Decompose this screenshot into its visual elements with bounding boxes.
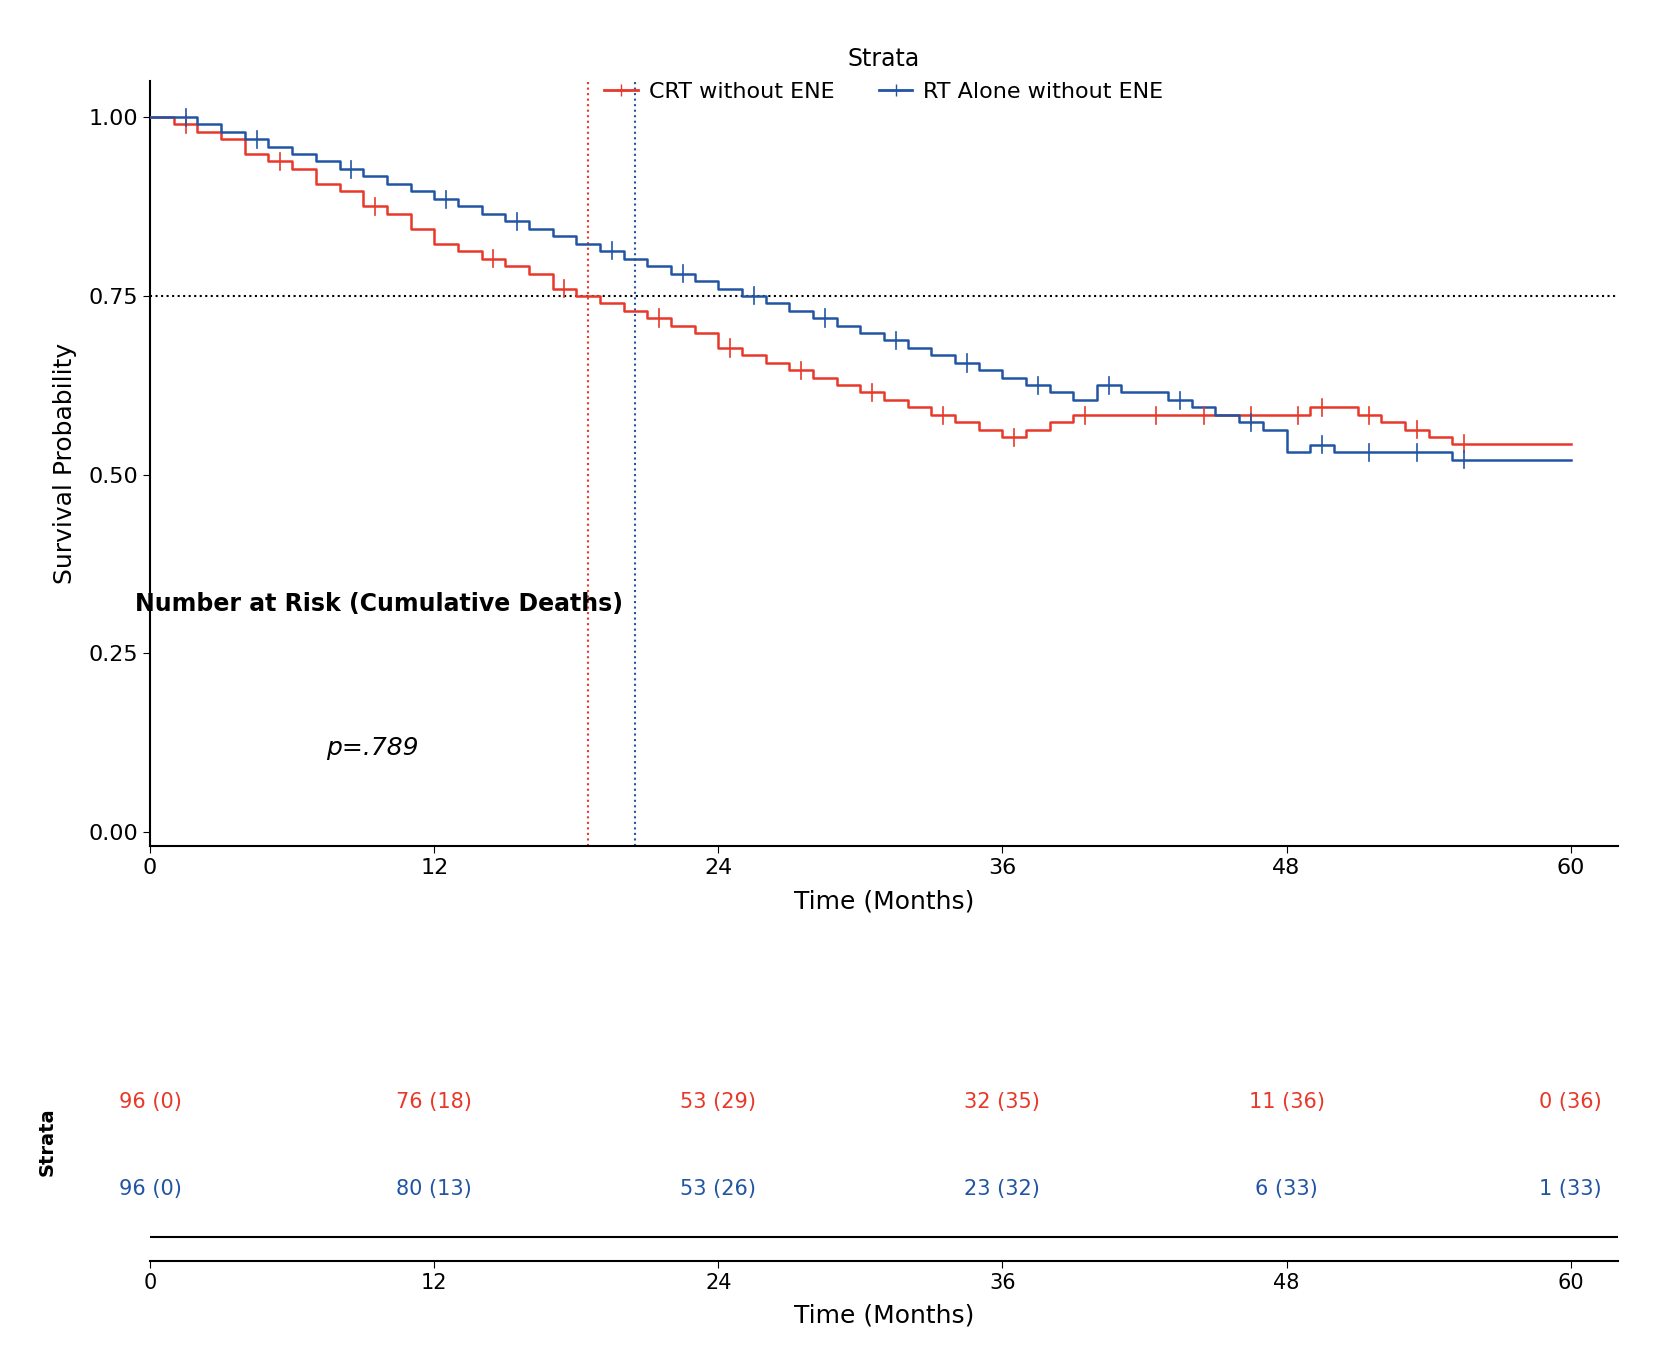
Text: 53 (29): 53 (29) — [681, 1092, 756, 1112]
X-axis label: Time (Months): Time (Months) — [794, 1304, 974, 1328]
Legend: CRT without ENE, RT Alone without ENE: CRT without ENE, RT Alone without ENE — [604, 46, 1164, 102]
FancyBboxPatch shape — [43, 1165, 115, 1214]
Text: 6 (33): 6 (33) — [1254, 1180, 1318, 1199]
Text: 80 (13): 80 (13) — [397, 1180, 472, 1199]
Text: 76 (18): 76 (18) — [397, 1092, 472, 1112]
Text: 53 (26): 53 (26) — [681, 1180, 756, 1199]
Text: 96 (0): 96 (0) — [118, 1180, 182, 1199]
FancyBboxPatch shape — [43, 1078, 115, 1125]
X-axis label: Time (Months): Time (Months) — [794, 890, 974, 913]
Text: p=.789: p=.789 — [327, 735, 419, 759]
Text: 23 (32): 23 (32) — [964, 1180, 1041, 1199]
Text: 32 (35): 32 (35) — [964, 1092, 1041, 1112]
Text: Number at Risk (Cumulative Deaths): Number at Risk (Cumulative Deaths) — [135, 591, 624, 616]
Text: 0 (36): 0 (36) — [1540, 1092, 1601, 1112]
Text: 96 (0): 96 (0) — [118, 1092, 182, 1112]
Y-axis label: Survival Probability: Survival Probability — [53, 343, 77, 584]
Text: 1 (33): 1 (33) — [1540, 1180, 1601, 1199]
Text: Strata: Strata — [38, 1108, 57, 1176]
Text: 11 (36): 11 (36) — [1249, 1092, 1324, 1112]
